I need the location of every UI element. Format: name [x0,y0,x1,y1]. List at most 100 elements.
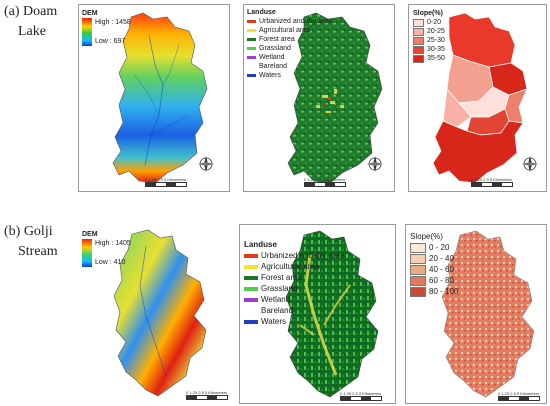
north-arrow-icon [197,155,215,173]
golji-landuse-legend-item: Forest area [244,272,345,283]
golji-slope-scale-text: 0 1.25 2.5 5 Kilometers [498,391,540,396]
row-b-label-line2: Stream [18,244,58,259]
golji-landuse-legend-item: Waters [244,316,345,327]
doam-landuse-scale-bar: 0 1.25 2.5 5 Kilometers [304,177,346,187]
doam-landuse-legend-label: Forest area [259,36,295,43]
golji-landuse-legend-swatch [244,297,258,302]
doam-dem-low-label: Low : 697 [95,38,126,45]
golji-landuse-legend-label: Waters [261,317,287,326]
golji-dem-color-ramp [82,239,92,267]
doam-landuse-legend-title: Landuse [247,9,276,16]
doam-slope-legend-label: 35-50 [427,55,445,62]
doam-slope-legend-item: 20-25 [413,27,445,36]
golji-slope-legend-swatch [410,253,426,264]
golji-landuse-legend-label: Wetland [261,295,291,304]
golji-slope-legend-item: 0 - 20 [410,242,458,253]
doam-landuse-legend-swatch [247,38,256,41]
doam-slope-legend-title: Slope(%) [413,10,443,17]
doam-landuse-legend-label: Urbanized and dry area [259,18,333,25]
golji-landuse-panel: Landuse Urbanized and dry area Agricultur… [239,224,396,404]
north-arrow-icon [366,155,384,173]
golji-landuse-legend-swatch [244,275,258,280]
doam-landuse-legend-swatch [247,74,256,77]
doam-dem-scale-bar: 0 1.25 2.5 5 Kilometers [145,177,187,187]
golji-landuse-legend-label: Agricultural area [261,262,320,271]
golji-slope-legend-label: 40 - 60 [429,265,454,274]
doam-landuse-legend-item: Agricultural area [247,26,332,35]
golji-landuse-legend-swatch [244,253,258,258]
doam-landuse-legend-swatch [247,65,256,68]
doam-slope-legend-item: 25-30 [413,36,445,45]
golji-landuse-legend-swatch [244,264,258,269]
golji-landuse-legend: Landuse Urbanized and dry area Agricultur… [244,239,345,327]
doam-dem-color-ramp [82,18,92,46]
doam-dem-map [112,12,208,184]
doam-slope-panel: Slope(%) 0-20 20-25 25-30 30-35 35-50 0 1.25… [408,4,547,192]
doam-slope-legend: Slope(%) 0-20 20-25 25-30 30-35 35-50 [413,9,445,63]
doam-slope-scale-text: 0 1.25 2.5 5 Kilometers [471,177,513,182]
doam-dem-legend: DEM High : 1458 Low : 697 [82,9,131,46]
golji-slope-legend-title: Slope(%) [410,232,443,241]
golji-dem-low-label: Low : 410 [95,259,126,266]
golji-dem-legend: DEM High : 1405 Low : 410 [82,230,131,267]
golji-dem-map [113,229,207,397]
doam-landuse-panel: Landuse Urbanized and dry area Agricultur… [243,4,395,192]
golji-slope-legend-label: 60 - 80 [429,276,454,285]
golji-slope-panel: Slope(%) 0 - 20 20 - 40 40 - 60 60 - 80 80 -… [405,224,547,404]
doam-slope-legend-label: 25-30 [427,37,445,44]
doam-dem-watershed [112,12,208,184]
doam-slope-legend-swatch [413,18,424,27]
doam-dem-scale-text: 0 1.25 2.5 5 Kilometers [145,177,187,182]
golji-dem-high-label: High : 1405 [95,240,131,247]
doam-dem-panel: DEM High : 1458 Low : 697 0 1.25 2.5 5 K… [78,4,230,192]
golji-slope-scale-bar: 0 1.25 2.5 5 Kilometers [498,391,540,401]
north-arrow-icon [521,155,539,173]
golji-slope-map [441,230,535,398]
doam-slope-legend-swatch [413,36,424,45]
golji-slope-legend-item: 20 - 40 [410,253,458,264]
golji-slope-legend-label: 20 - 40 [429,254,454,263]
doam-landuse-legend-swatch [247,47,256,50]
row-a-label-line2: Lake [18,24,46,39]
golji-slope-legend: Slope(%) 0 - 20 20 - 40 40 - 60 60 - 80 80 -… [410,231,458,297]
golji-landuse-legend-swatch [244,308,258,313]
golji-landuse-map [285,230,379,398]
doam-dem-legend-title: DEM [82,10,98,17]
doam-landuse-legend-swatch [247,56,256,59]
golji-landuse-legend-label: Urbanized and dry area [261,251,345,260]
doam-urban-patches [316,89,344,113]
golji-landuse-legend-swatch [244,319,258,324]
golji-landuse-legend-label: Forest area [261,273,302,282]
golji-slope-legend-item: 60 - 80 [410,275,458,286]
doam-landuse-legend-swatch [247,20,256,23]
doam-landuse-legend-item: Grassland [247,44,332,53]
doam-landuse-legend: Landuse Urbanized and dry area Agricultur… [247,8,332,80]
golji-slope-legend-item: 80 - 100 [410,286,458,297]
doam-landuse-legend-label: Wetland [259,54,285,61]
golji-landuse-legend-item: Bareland [244,305,345,316]
doam-landuse-watershed [287,12,383,184]
golji-landuse-legend-item: Wetland [244,294,345,305]
golji-landuse-legend-swatch [244,286,258,291]
golji-landuse-legend-item: Grassland [244,283,345,294]
doam-landuse-legend-label: Bareland [259,63,288,70]
row-a-label-line1: (a) Doam [4,4,58,19]
doam-landuse-legend-swatch [247,29,256,32]
doam-slope-legend-label: 20-25 [427,28,445,35]
doam-slope-legend-swatch [413,45,424,54]
golji-landuse-scale-bar: 0 1.25 2.5 5 Kilometers [340,391,382,401]
doam-landuse-legend-item: Forest area [247,35,332,44]
golji-dem-legend-title: DEM [82,231,98,238]
doam-landuse-map [287,12,383,184]
golji-slope-legend-label: 0 - 20 [429,243,450,252]
doam-slope-legend-swatch [413,27,424,36]
golji-dem-watershed [113,229,207,397]
doam-landuse-legend-label: Agricultural area [259,27,310,34]
doam-slope-scale-bar: 0 1.25 2.5 5 Kilometers [471,177,513,187]
row-b-label-line1: (b) Golji [4,224,53,239]
doam-slope-map [432,12,528,184]
row-a-label: (a) Doam Lake [4,2,57,42]
doam-landuse-legend-label: Grassland [259,45,291,52]
doam-landuse-legend-item: Bareland [247,62,332,71]
doam-slope-legend-label: 0-20 [427,19,442,26]
